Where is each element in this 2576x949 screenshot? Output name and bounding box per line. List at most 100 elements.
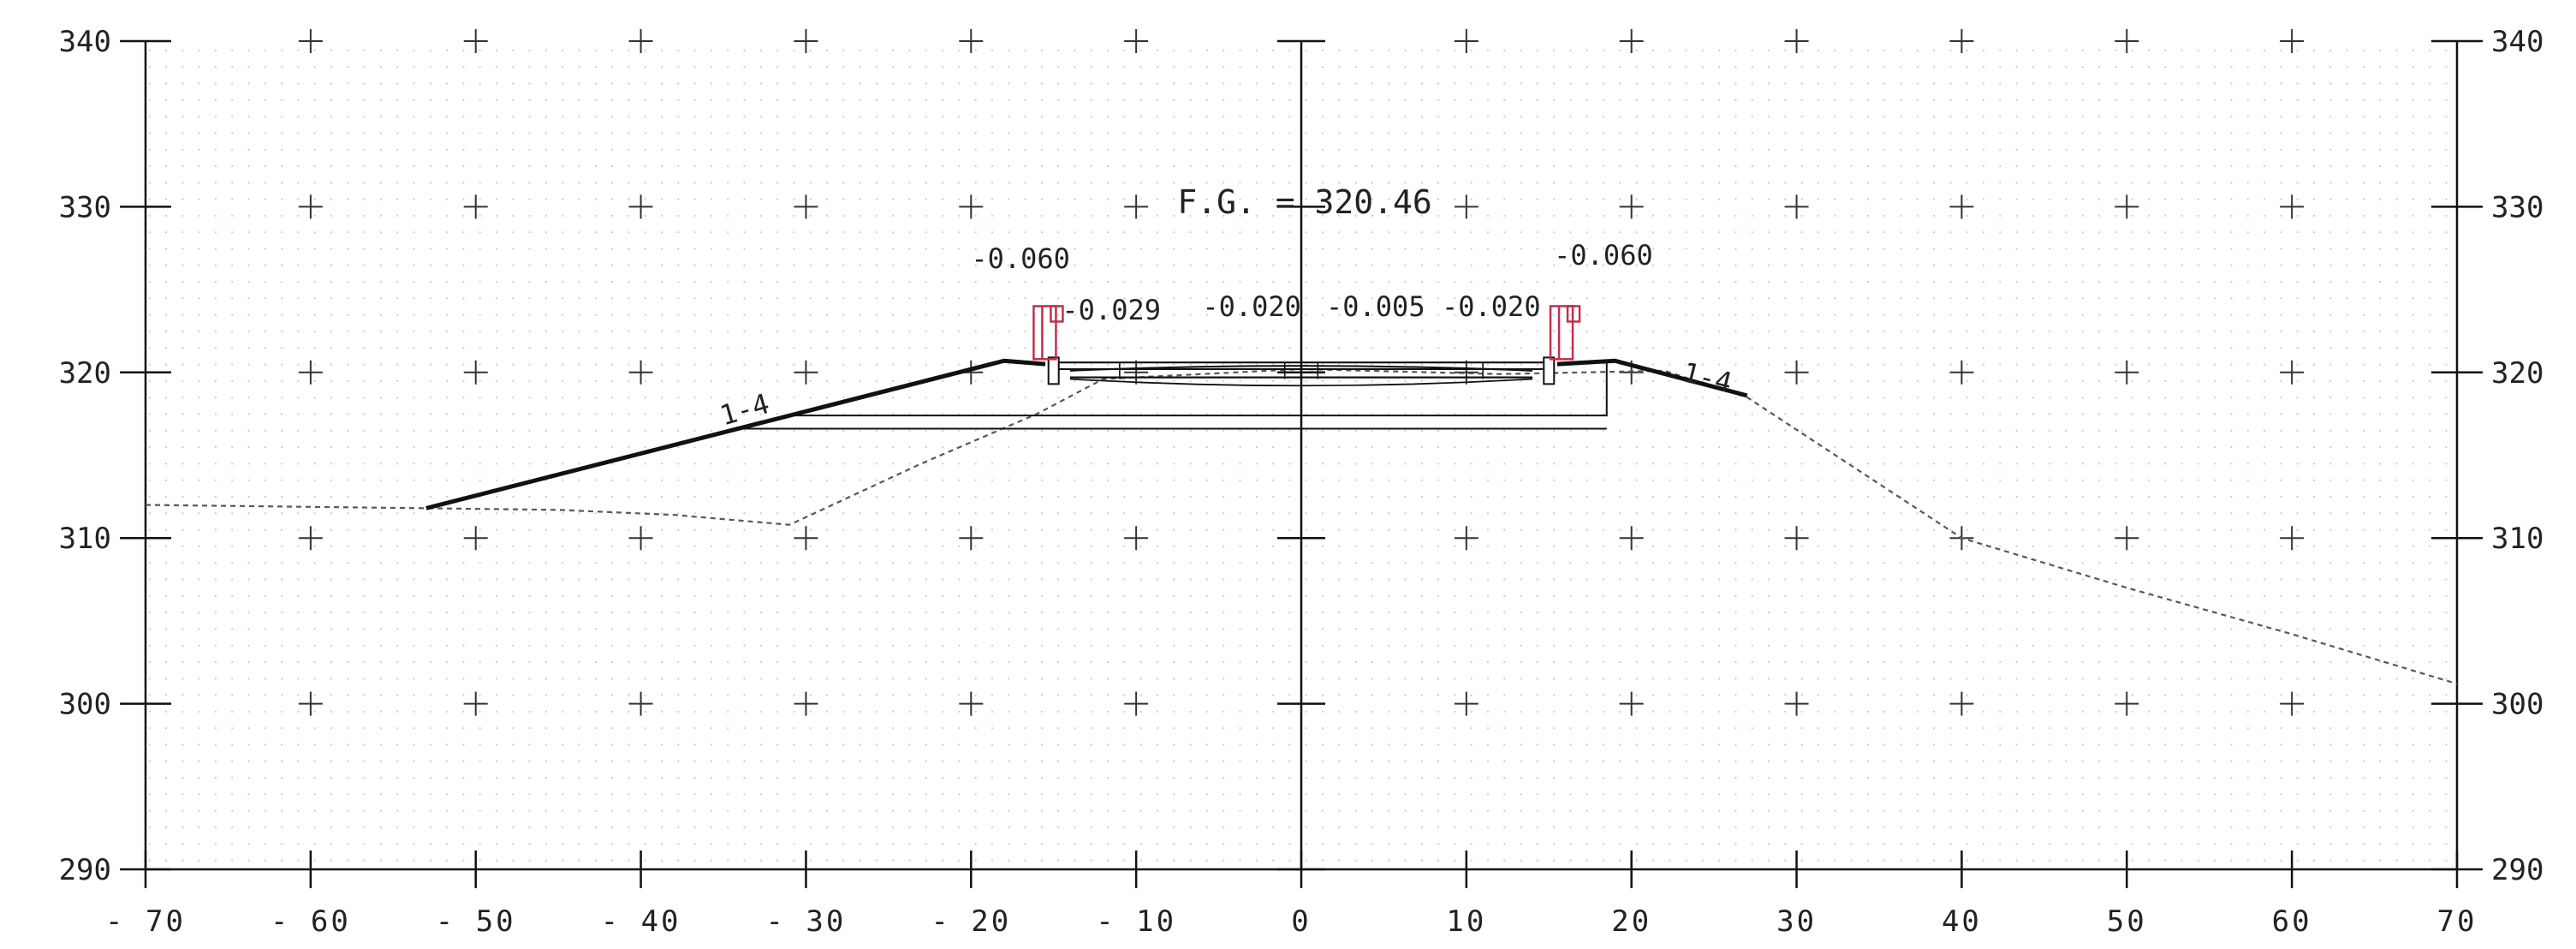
plus-marker (1124, 29, 1149, 53)
plus-marker (2280, 526, 2305, 551)
y-tick-label-left: 330 (59, 190, 111, 224)
y-tick-label-right: 310 (2491, 522, 2543, 556)
plus-marker (1454, 526, 1478, 551)
plus-marker (794, 194, 818, 219)
plus-marker (628, 29, 653, 53)
fg-elevation-label: F.G. = 320.46 (1177, 183, 1431, 221)
left-curb (1047, 356, 1060, 385)
x-tick-label: - 50 (436, 904, 516, 939)
plus-marker (2115, 194, 2139, 219)
cross-slope-label: -0.060 (971, 242, 1070, 275)
x-tick-label: 70 (2437, 904, 2478, 939)
plus-marker (298, 29, 323, 53)
right-curb (1543, 356, 1556, 385)
plus-marker (2280, 360, 2305, 385)
plus-marker (298, 194, 323, 219)
plus-marker (794, 360, 818, 385)
right-railing-cap (1566, 305, 1581, 323)
plus-marker (2115, 691, 2139, 716)
plus-marker (628, 360, 653, 385)
x-tick-label: - 20 (931, 904, 1011, 939)
right-railing (1549, 305, 1574, 361)
left-railing (1032, 305, 1057, 361)
x-tick-label: 60 (2272, 904, 2312, 939)
plus-marker (2280, 691, 2305, 716)
plus-marker (1949, 194, 1974, 219)
x-tick-label: - 10 (1096, 904, 1176, 939)
cross-slope-label: -0.020 (1202, 290, 1301, 323)
x-tick-label: 20 (1611, 904, 1651, 939)
x-tick-label: - 60 (271, 904, 351, 939)
cross-slope-label: -0.005 (1326, 290, 1425, 323)
plus-marker (463, 29, 488, 53)
x-tick-label: 10 (1446, 904, 1486, 939)
cross-slope-label: -0.060 (1554, 239, 1653, 272)
left-fill-slope (425, 358, 1046, 510)
plus-marker (1784, 29, 1809, 53)
plus-marker (2280, 194, 2305, 219)
plus-marker (298, 526, 323, 551)
sublayer-edge (740, 415, 790, 430)
sublayer-top (789, 362, 1608, 417)
y-tick-label-right: 340 (2491, 25, 2543, 59)
plus-marker (628, 691, 653, 716)
left-railing-cap (1050, 305, 1064, 323)
y-tick-label-left: 340 (59, 25, 111, 59)
plus-marker (794, 691, 818, 716)
y-tick-label-left: 310 (59, 522, 111, 556)
plus-marker (1454, 360, 1478, 385)
x-tick-label: 40 (1942, 904, 1982, 939)
y-tick-label-left: 290 (59, 853, 111, 887)
plus-marker (1949, 360, 1974, 385)
plus-marker (628, 194, 653, 219)
plus-marker (1124, 194, 1149, 219)
road-structure (425, 305, 1748, 510)
plus-marker (1619, 691, 1644, 716)
diagram-labels: F.G. = 320.46 -0.060 -0.029 -0.020 -0.005 -0.… (717, 183, 1735, 432)
x-tick-label: - 40 (601, 904, 681, 939)
plus-marker (2115, 526, 2139, 551)
plus-marker (959, 526, 984, 551)
plus-marker (1784, 526, 1809, 551)
plus-marker (1949, 691, 1974, 716)
plus-marker (463, 194, 488, 219)
y-tick-label-right: 320 (2491, 356, 2543, 391)
plus-marker (794, 29, 818, 53)
x-tick-label: - 30 (765, 904, 846, 939)
plus-marker (2115, 360, 2139, 385)
plus-marker (1124, 360, 1149, 385)
x-tick-label: 30 (1776, 904, 1817, 939)
y-tick-label-right: 330 (2491, 190, 2543, 224)
x-tick-label: 0 (1291, 904, 1311, 939)
subgrade-curve (1069, 378, 1533, 387)
plus-marker (1784, 691, 1809, 716)
right-fill-slope (1556, 358, 1748, 398)
plus-marker (298, 360, 323, 385)
plus-marker (1619, 29, 1644, 53)
plus-marker (1784, 194, 1809, 219)
y-tick-label-right: 300 (2491, 688, 2543, 722)
plus-marker (1124, 526, 1149, 551)
plus-marker (628, 526, 653, 551)
y-tick-label-right: 290 (2491, 853, 2543, 887)
x-tick-label: - 70 (105, 904, 186, 939)
plus-marker (959, 691, 984, 716)
pavement-crown (1069, 365, 1533, 372)
y-tick-label-left: 320 (59, 356, 111, 391)
plus-grid (298, 29, 2305, 716)
plus-marker (1454, 194, 1478, 219)
x-tick-label: 50 (2107, 904, 2147, 939)
y-tick-label-left: 300 (59, 688, 111, 722)
cross-slope-label: -0.029 (1062, 294, 1161, 326)
plus-marker (1949, 29, 1974, 53)
cross-slope-label: -0.020 (1442, 290, 1541, 323)
existing-ground-profile (145, 367, 2458, 685)
plus-marker (959, 29, 984, 53)
plus-marker (1619, 526, 1644, 551)
plus-marker (1454, 691, 1478, 716)
plus-marker (463, 360, 488, 385)
plus-marker (959, 194, 984, 219)
plus-marker (1454, 29, 1478, 53)
plus-marker (2280, 29, 2305, 53)
